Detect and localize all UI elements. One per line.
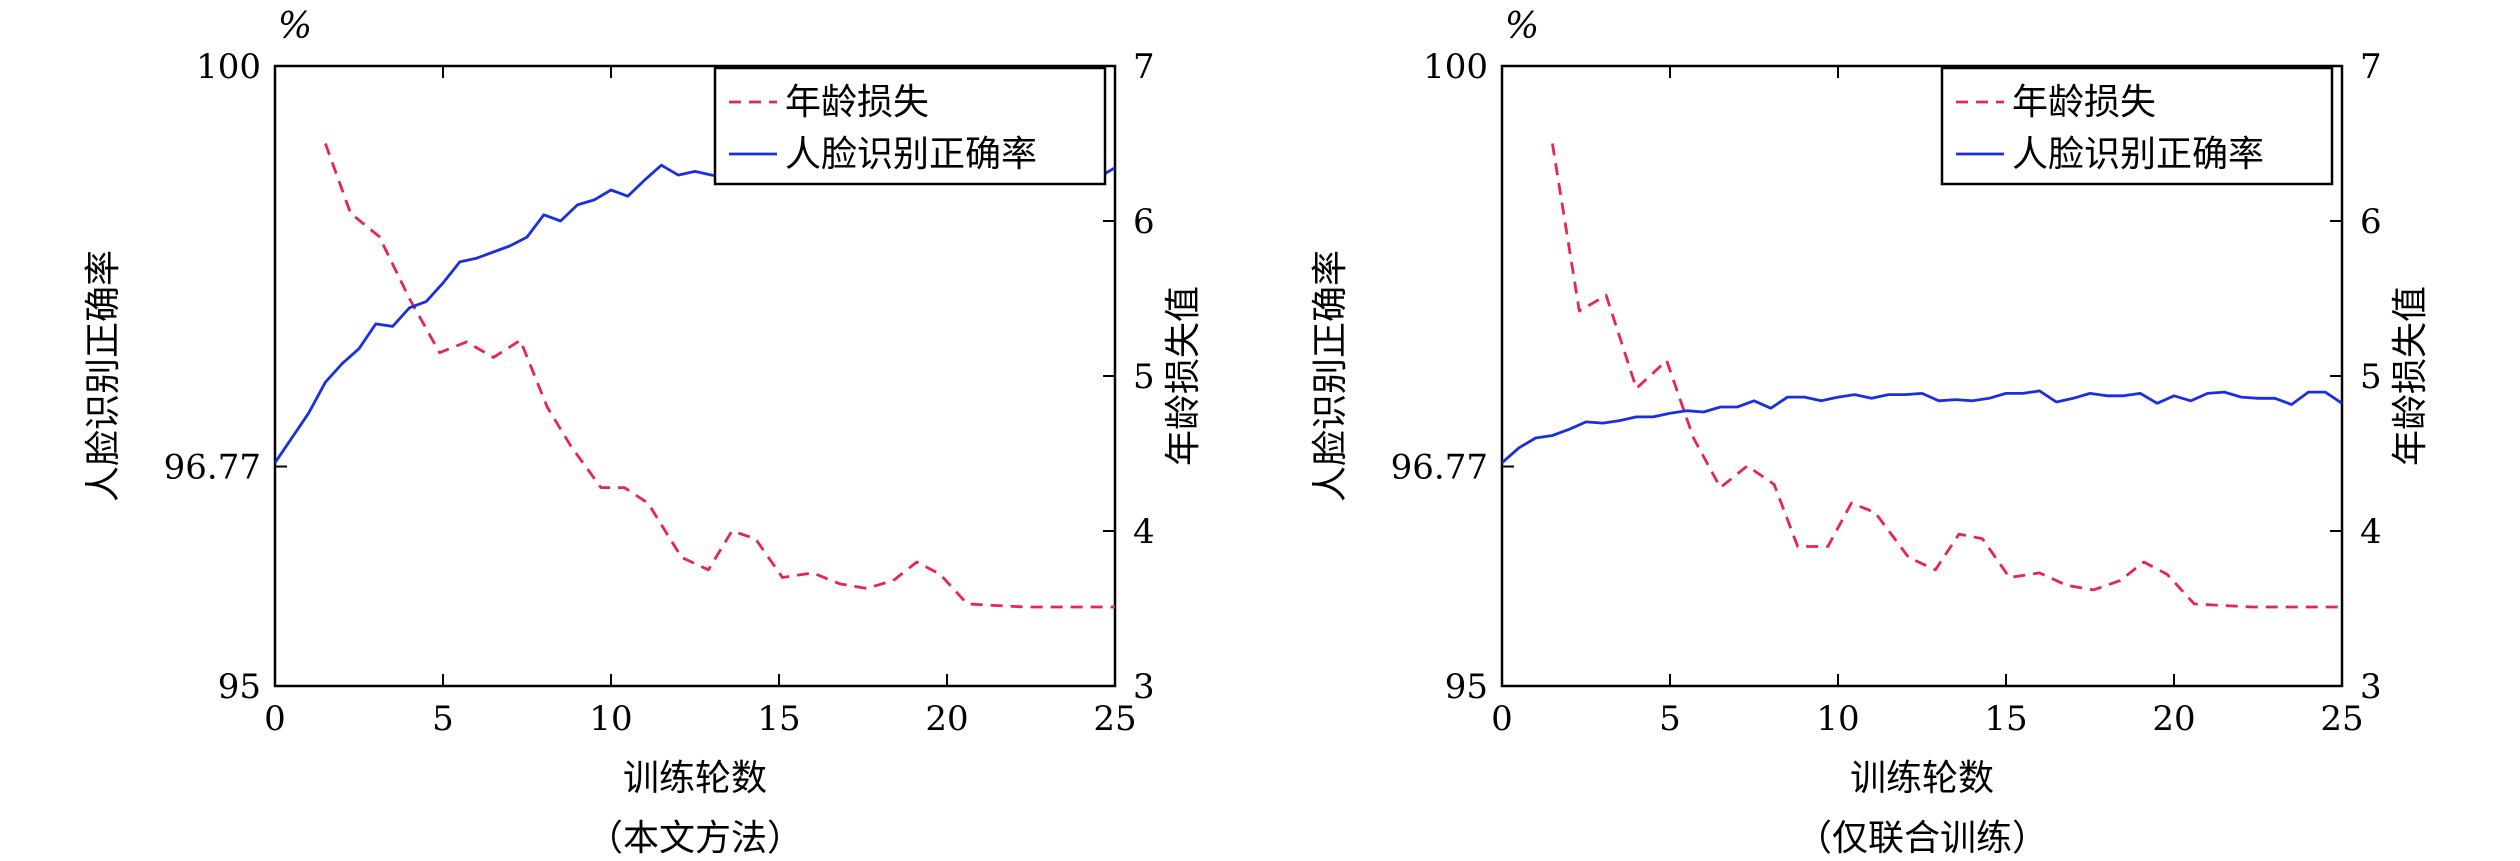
x-tick-label: 15 (1984, 699, 2027, 739)
y-left-tick-label: 96.77 (1391, 448, 1488, 488)
y-right-axis-title: 年龄损失值 (2390, 286, 2431, 466)
x-tick-label: 5 (1659, 699, 1681, 739)
x-tick-label: 20 (2152, 699, 2195, 739)
x-tick-label: 25 (1093, 699, 1136, 739)
panel-caption: （仅联合训练） (1796, 818, 2048, 856)
x-tick-label: 0 (264, 699, 286, 739)
y-right-tick-label: 6 (2360, 202, 2382, 242)
y-right-tick-label: 5 (1133, 357, 1155, 397)
series-group (1502, 143, 2342, 609)
x-tick-label: 15 (757, 699, 800, 739)
y-right-tick-label: 3 (2360, 667, 2382, 707)
series-line-face-accuracy (275, 157, 1115, 464)
unit-label: % (1505, 6, 1539, 47)
y-left-tick-label: 95 (218, 667, 261, 707)
y-left-tick-label: 100 (1423, 47, 1488, 87)
y-right-tick-label: 7 (1133, 47, 1155, 87)
legend-label: 年龄损失 (2012, 82, 2156, 123)
series-line-age-loss (324, 143, 1115, 609)
legend-box (1940, 66, 2334, 186)
x-tick-label: 25 (2320, 699, 2363, 739)
y-right-tick-label: 7 (2360, 47, 2382, 87)
legend-label: 年龄损失 (785, 82, 929, 123)
series-group (275, 143, 1115, 609)
y-right-tick-label: 6 (1133, 202, 1155, 242)
y-right-tick-label: 3 (1133, 667, 1155, 707)
legend-label: 人脸识别正确率 (785, 134, 1037, 175)
y-right-tick-label: 4 (1133, 512, 1155, 552)
series-line-face-accuracy (1502, 389, 2342, 464)
y-right-tick-label: 4 (2360, 512, 2382, 552)
unit-label: % (278, 6, 312, 47)
x-tick-label: 5 (432, 699, 454, 739)
y-right-axis-title: 年龄损失值 (1163, 286, 1204, 466)
x-tick-label: 0 (1491, 699, 1513, 739)
panel-caption: （本文方法） (587, 818, 803, 856)
x-axis-title: 训练轮数 (1850, 758, 1994, 799)
y-left-axis-title: 人脸识别正确率 (1310, 250, 1351, 502)
y-right-tick-label: 5 (2360, 357, 2382, 397)
y-left-tick-label: 95 (1445, 667, 1488, 707)
series-line-age-loss (1551, 143, 2342, 609)
x-tick-label: 20 (925, 699, 968, 739)
y-left-tick-label: 96.77 (164, 448, 261, 488)
legend-label: 人脸识别正确率 (2012, 134, 2264, 175)
y-left-axis-title: 人脸识别正确率 (83, 250, 124, 502)
x-axis-title: 训练轮数 (623, 758, 767, 799)
x-tick-label: 10 (1816, 699, 1859, 739)
y-left-tick-label: 100 (196, 47, 261, 87)
legend-box (713, 66, 1107, 186)
x-tick-label: 10 (589, 699, 632, 739)
